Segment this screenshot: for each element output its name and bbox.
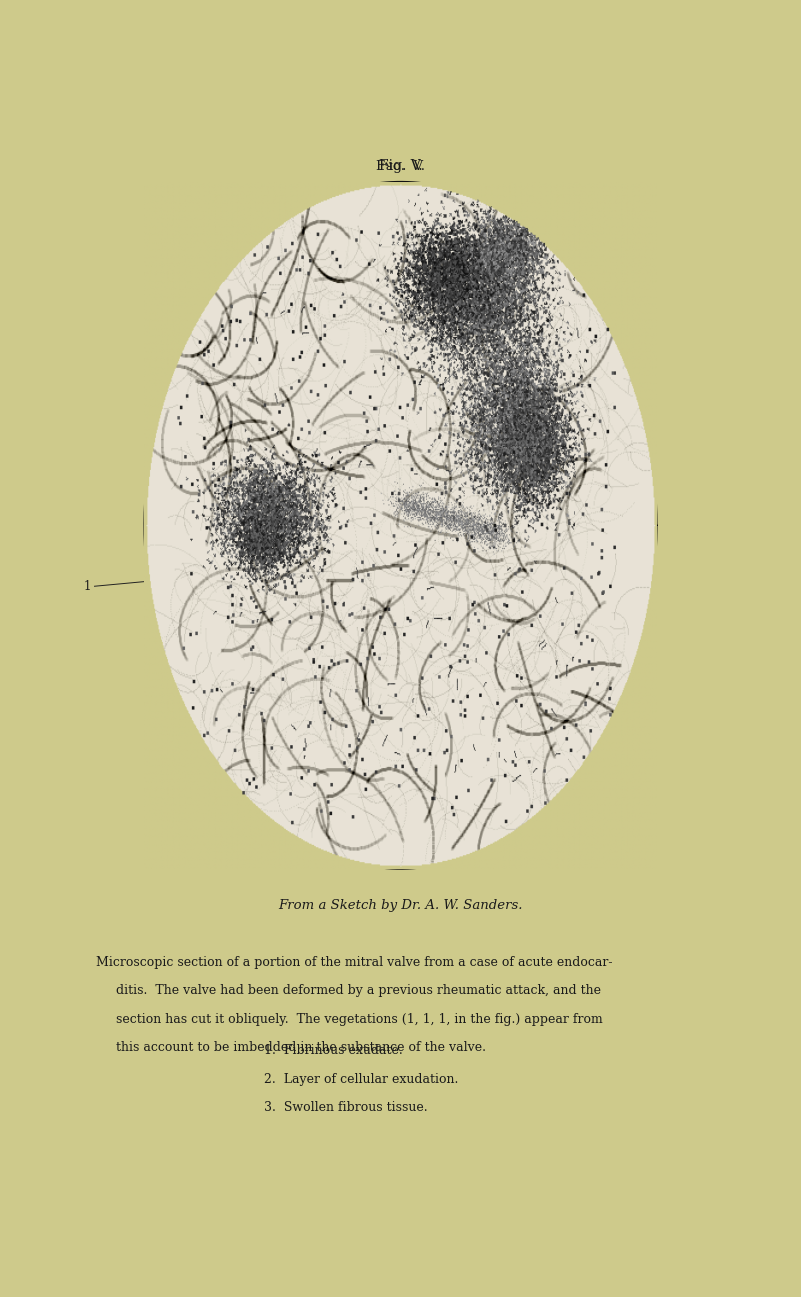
Text: 3: 3 bbox=[615, 629, 622, 642]
Text: From a Sketch by Dr. A. W. Sanders.: From a Sketch by Dr. A. W. Sanders. bbox=[278, 899, 523, 912]
Text: ditis.  The valve had been deformed by a previous rheumatic attack, and the: ditis. The valve had been deformed by a … bbox=[96, 984, 601, 997]
Text: 1: 1 bbox=[84, 580, 91, 593]
Text: Fig. V.: Fig. V. bbox=[379, 160, 422, 173]
Text: 1.  Fibrinous exudate.: 1. Fibrinous exudate. bbox=[264, 1044, 403, 1057]
Text: 1: 1 bbox=[615, 467, 622, 480]
Text: 2.  Layer of cellular exudation.: 2. Layer of cellular exudation. bbox=[264, 1073, 459, 1086]
Text: 1: 1 bbox=[615, 389, 622, 402]
Text: Fᴚᴏ.  V.: Fᴚᴏ. V. bbox=[376, 160, 425, 173]
Text: this account to be imbedded in the substance of the valve.: this account to be imbedded in the subst… bbox=[96, 1041, 486, 1054]
Text: 3.  Swollen fibrous tissue.: 3. Swollen fibrous tissue. bbox=[264, 1101, 428, 1114]
Text: section has cut it obliquely.  The vegetations (1, 1, 1, in the fig.) appear fro: section has cut it obliquely. The vegeta… bbox=[96, 1013, 603, 1026]
Text: 2: 2 bbox=[615, 549, 622, 562]
Text: Microscopic section of a portion of the mitral valve from a case of acute endoca: Microscopic section of a portion of the … bbox=[96, 956, 613, 969]
